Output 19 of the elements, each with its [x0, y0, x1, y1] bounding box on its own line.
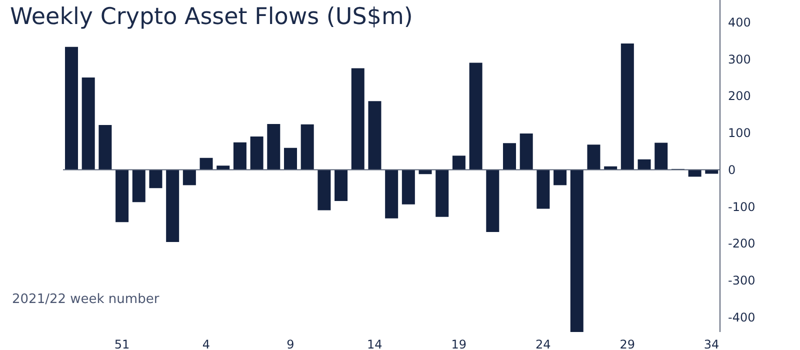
y-tick-label: -100 — [728, 200, 756, 214]
x-tick-label: 51 — [114, 338, 130, 350]
x-tick-label: 19 — [451, 338, 467, 350]
x-tick-label: 29 — [620, 338, 635, 350]
y-tick-label: -200 — [728, 236, 756, 251]
chart-title: Weekly Crypto Asset Flows (US$m) — [10, 4, 413, 30]
y-tick-label: -400 — [728, 310, 756, 325]
x-axis-title: 2021/22 week number — [12, 292, 160, 307]
x-tick-label: 34 — [704, 338, 720, 350]
y-tick-label: 400 — [728, 15, 751, 30]
x-tick-label: 4 — [202, 338, 210, 350]
y-tick-label: 300 — [728, 52, 751, 66]
x-tick-label: 24 — [535, 338, 551, 350]
y-tick-label: 0 — [728, 162, 736, 177]
y-tick-label: 100 — [728, 126, 751, 140]
x-tick-label: 14 — [367, 338, 382, 350]
x-tick-label: 9 — [286, 338, 294, 350]
y-tick-label: 200 — [728, 89, 751, 104]
y-tick-label: -300 — [728, 274, 756, 288]
